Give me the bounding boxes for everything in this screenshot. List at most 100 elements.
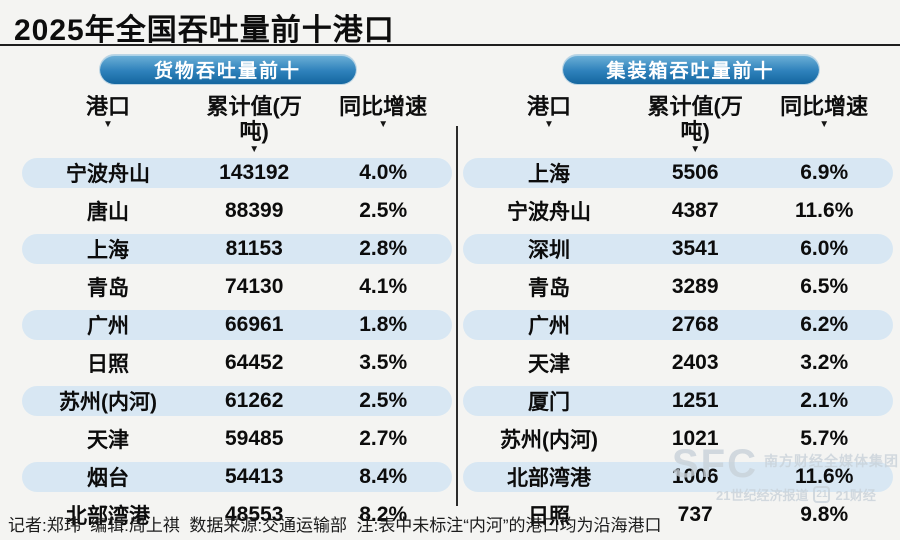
- table-row: 天津 59485 2.7%: [22, 424, 452, 454]
- table-row: 广州 2768 6.2%: [463, 310, 893, 340]
- growth-cell: 3.2%: [800, 351, 849, 374]
- growth-cell: 2.8%: [359, 237, 408, 260]
- port-cell: 广州: [528, 315, 570, 338]
- value-cell: 59485: [224, 427, 284, 450]
- container-throughput-table: 集装箱吞吐量前十 港口 ▼ 累计值(万吨) ▼ 同比增速 ▼ 上海 5506 6.9% 宁…: [455, 52, 900, 538]
- credits-footer: 记者:郑玮 编辑:周上祺 数据来源:交通运输部 注:表中未标注“内河”的港口均为…: [8, 516, 662, 535]
- growth-cell: 6.0%: [800, 237, 849, 260]
- port-cell: 宁波舟山: [507, 201, 591, 224]
- growth-cell: 6.9%: [800, 161, 849, 184]
- port-cell: 苏州(内河): [500, 429, 598, 452]
- column-header-growth: 同比增速 ▼: [314, 94, 452, 155]
- table-row: 宁波舟山 143192 4.0%: [22, 158, 452, 188]
- port-cell: 日照: [87, 353, 129, 376]
- table-row: 北部湾港 48553 8.2%: [22, 500, 452, 530]
- growth-cell: 5.7%: [800, 427, 849, 450]
- table-row: 苏州(内河) 61262 2.5%: [22, 386, 452, 416]
- growth-cell: 2.5%: [359, 199, 408, 222]
- column-header-value: 累计值(万吨) ▼: [635, 94, 755, 155]
- page-title: 2025年全国吞吐量前十港口: [14, 14, 395, 47]
- growth-cell: 2.7%: [359, 427, 408, 450]
- table-row: 日照 64452 3.5%: [22, 348, 452, 378]
- value-cell: 66961: [224, 313, 284, 336]
- port-cell: 深圳: [528, 239, 570, 262]
- growth-cell: 2.5%: [359, 389, 408, 412]
- tables-vertical-divider: [456, 126, 458, 506]
- value-cell: 1021: [671, 427, 719, 450]
- port-cell: 天津: [528, 353, 570, 376]
- port-cell: 苏州(内河): [59, 391, 157, 414]
- container-table-header-pill: 集装箱吞吐量前十: [562, 55, 819, 84]
- value-cell: 64452: [224, 351, 284, 374]
- table-row: 厦门 1251 2.1%: [463, 386, 893, 416]
- sort-down-icon: ▼: [690, 144, 701, 155]
- value-cell: 74130: [224, 275, 284, 298]
- growth-cell: 1.8%: [359, 313, 408, 336]
- column-header-port: 港口 ▼: [463, 94, 635, 155]
- port-cell: 青岛: [528, 277, 570, 300]
- column-header-growth: 同比增速 ▼: [755, 94, 893, 155]
- growth-cell: 6.5%: [800, 275, 849, 298]
- value-cell: 81153: [225, 237, 283, 260]
- port-cell: 烟台: [87, 467, 129, 490]
- port-cell: 青岛: [87, 277, 129, 300]
- table-row: 苏州(内河) 1021 5.7%: [463, 424, 893, 454]
- port-cell: 上海: [528, 163, 570, 186]
- port-cell: 北部湾港: [66, 505, 150, 528]
- value-cell: 4387: [671, 199, 719, 222]
- cargo-throughput-table: 货物吞吐量前十 港口 ▼ 累计值(万吨) ▼ 同比增速 ▼ 宁波舟山 143192 4.0…: [0, 52, 455, 538]
- table-row: 日照 737 9.8%: [463, 500, 893, 530]
- value-cell: 48553: [224, 503, 284, 526]
- table-row: 青岛 74130 4.1%: [22, 272, 452, 302]
- sort-down-icon: ▼: [103, 119, 113, 130]
- growth-cell: 11.6%: [794, 199, 854, 222]
- table-row: 上海 81153 2.8%: [22, 234, 452, 264]
- column-header-value: 累计值(万吨) ▼: [194, 94, 314, 155]
- table-row: 宁波舟山 4387 11.6%: [463, 196, 893, 226]
- table-row: 唐山 88399 2.5%: [22, 196, 452, 226]
- value-cell: 3541: [671, 237, 719, 260]
- value-cell: 1251: [671, 389, 719, 412]
- table-row: 烟台 54413 8.4%: [22, 462, 452, 492]
- port-cell: 广州: [87, 315, 129, 338]
- value-cell: 54413: [224, 465, 284, 488]
- growth-cell: 2.1%: [800, 389, 849, 412]
- value-cell: 5506: [671, 161, 719, 184]
- table-row: 青岛 3289 6.5%: [463, 272, 893, 302]
- value-cell: 3289: [671, 275, 719, 298]
- growth-cell: 8.4%: [359, 465, 408, 488]
- sort-down-icon: ▼: [819, 119, 830, 130]
- growth-cell: 8.2%: [359, 503, 408, 526]
- growth-cell: 4.1%: [359, 275, 408, 298]
- port-cell: 唐山: [87, 201, 129, 224]
- growth-cell: 6.2%: [800, 313, 849, 336]
- value-cell: 61262: [224, 389, 284, 412]
- value-cell: 88399: [224, 199, 284, 222]
- value-cell: 737: [677, 503, 713, 526]
- value-cell: 143192: [219, 161, 290, 184]
- table-row: 深圳 3541 6.0%: [463, 234, 893, 264]
- table-row: 天津 2403 3.2%: [463, 348, 893, 378]
- table-row: 北部湾港 1006 11.6%: [463, 462, 893, 492]
- cargo-rows: 宁波舟山 143192 4.0% 唐山 88399 2.5% 上海 81153 2.8% 青…: [22, 158, 452, 530]
- table-row: 广州 66961 1.8%: [22, 310, 452, 340]
- port-cell: 日照: [528, 505, 570, 528]
- port-cell: 天津: [87, 429, 129, 452]
- sort-down-icon: ▼: [544, 119, 554, 130]
- cargo-column-headers: 港口 ▼ 累计值(万吨) ▼ 同比增速 ▼: [22, 94, 452, 155]
- title-divider-line: [0, 44, 900, 46]
- port-cell: 上海: [87, 239, 129, 262]
- column-header-port: 港口 ▼: [22, 94, 194, 155]
- port-cell: 厦门: [528, 391, 570, 414]
- growth-cell: 11.6%: [794, 465, 854, 488]
- growth-cell: 3.5%: [359, 351, 408, 374]
- cargo-table-header-pill: 货物吞吐量前十: [99, 55, 356, 84]
- port-cell: 宁波舟山: [66, 163, 150, 186]
- value-cell: 1006: [671, 465, 719, 488]
- value-cell: 2403: [671, 351, 719, 374]
- port-cell: 北部湾港: [507, 467, 591, 490]
- growth-cell: 9.8%: [800, 503, 849, 526]
- growth-cell: 4.0%: [359, 161, 408, 184]
- container-rows: 上海 5506 6.9% 宁波舟山 4387 11.6% 深圳 3541 6.0% 青岛 32…: [463, 158, 893, 530]
- sort-down-icon: ▼: [378, 119, 389, 130]
